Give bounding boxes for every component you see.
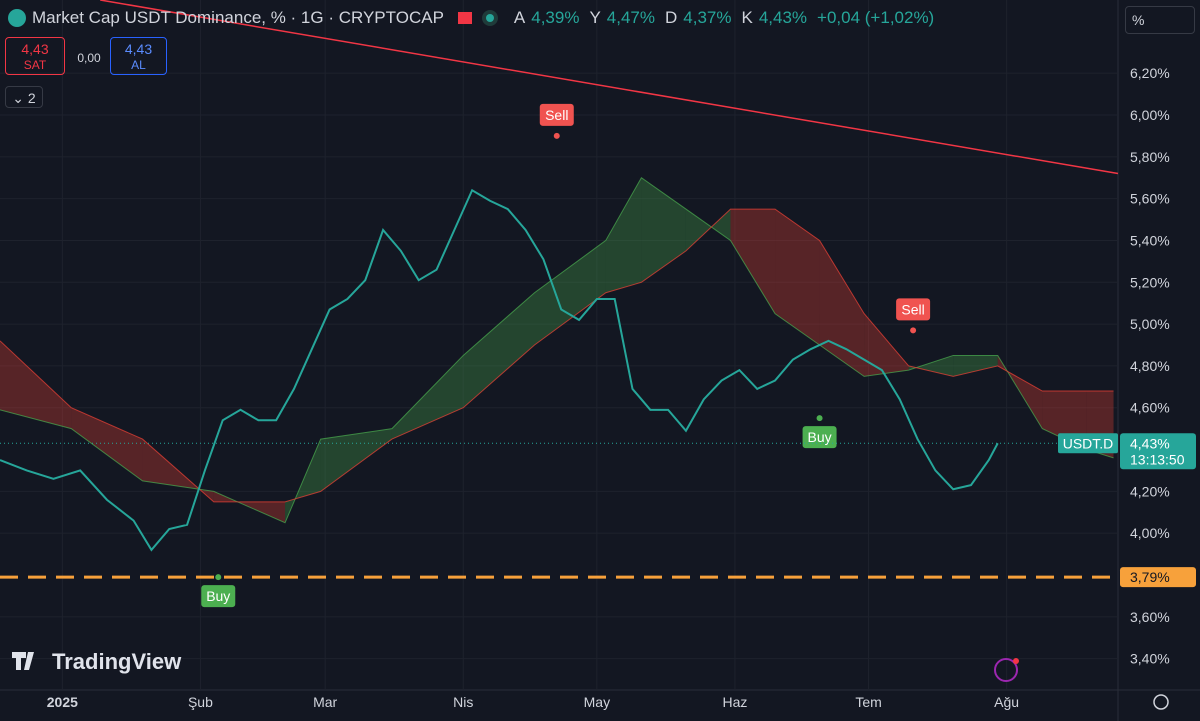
signal-point [215, 574, 222, 581]
signal-point [553, 132, 560, 139]
level-tag [1120, 567, 1196, 588]
tradingview-logo: TradingView [12, 649, 182, 674]
x-tick-label: Ağu [994, 694, 1019, 710]
cloud-segment [641, 177, 686, 283]
ohlc-key: Y [589, 8, 601, 27]
y-tick-label: 5,80% [1130, 149, 1170, 165]
cloud-segment [463, 292, 535, 408]
y-tick-label: 5,60% [1130, 191, 1170, 207]
signal-point [910, 327, 917, 334]
ohlc-key: D [665, 8, 678, 27]
price-line [0, 188, 999, 552]
y-tick-label: 5,20% [1130, 274, 1170, 290]
status [485, 14, 494, 22]
cloud-segment [775, 209, 820, 345]
cloud-line [0, 208, 1114, 503]
x-tick-label: Şub [188, 694, 213, 710]
y-tick-label: 3,60% [1130, 609, 1170, 625]
price-tag [1120, 433, 1196, 470]
price-label: 4,43% [1130, 435, 1170, 451]
cloud-segment [320, 428, 392, 492]
y-tick-label: 6,20% [1130, 65, 1170, 81]
sell-button[interactable]: 4,43 SAT [5, 37, 65, 75]
countdown: 13:13:50 [1130, 451, 1185, 467]
cloud-segment [864, 313, 909, 377]
ohlc-value: 4,37% [683, 8, 732, 27]
settings-icon[interactable] [1153, 694, 1169, 710]
signal-tag [539, 103, 574, 126]
symbol-tag [1058, 433, 1118, 454]
ohlc-key: K [741, 8, 753, 27]
x-tick-label: Haz [722, 694, 747, 710]
y-tick-label: 4,80% [1130, 358, 1170, 374]
y-tick-label: 4,20% [1130, 483, 1170, 499]
brand: TradingView [52, 649, 182, 674]
cloud-line [0, 177, 1114, 524]
sell-label: SAT [23, 58, 47, 72]
ohlc-value: 4,39% [531, 8, 580, 27]
y-tick-label: 3,40% [1130, 651, 1170, 667]
scale-mode[interactable]: % [1125, 6, 1195, 34]
cloud-segment [0, 340, 72, 429]
x-tick-label: Tem [855, 694, 881, 710]
buy-button[interactable]: 4,43 AL [110, 37, 167, 75]
ohlc-key: A [513, 8, 526, 27]
signal-tag [201, 585, 236, 608]
symbol-title: Market Cap USDT Dominance, % · 1G · CRYP… [32, 8, 444, 27]
alert-icon[interactable] [994, 658, 1018, 682]
signal-label: Sell [545, 107, 568, 123]
signal-label: Sell [901, 301, 924, 317]
ohlc-value: 4,43% [758, 8, 808, 27]
symbol-label: USDT.D [1063, 435, 1114, 451]
trendline [100, 0, 1119, 175]
cloud-segment [953, 355, 998, 377]
y-tick-label: 4,00% [1130, 525, 1170, 541]
cloud-segment [908, 355, 954, 377]
ohlc-value: 4,47% [606, 8, 655, 27]
symbol-icon [8, 9, 26, 27]
indicators-toggle[interactable]: ⌄ 2 [5, 86, 43, 108]
signal-tag [896, 298, 931, 321]
cloud-segment [730, 209, 776, 314]
y-tick-label: 4,60% [1130, 400, 1170, 416]
buy-price: 4,43 [124, 41, 153, 57]
x-tick-label: Mar [313, 694, 337, 710]
y-tick-label: 6,00% [1130, 107, 1170, 123]
x-tick-label: 2025 [47, 694, 78, 710]
cloud-segment [534, 240, 606, 345]
signal-point [816, 415, 823, 422]
buy-label: AL [131, 58, 146, 72]
signal-label: Buy [808, 429, 832, 445]
x-tick-label: May [584, 694, 610, 710]
cloud-segment [391, 355, 464, 440]
sell-price: 4,43 [21, 41, 49, 57]
signal-tag [802, 426, 837, 449]
change: +0,04 (+1,02%) [817, 8, 935, 27]
flag[interactable] [457, 12, 472, 24]
cloud-segment [605, 177, 642, 293]
indicator-count: 2 [27, 90, 36, 106]
signal-label: Buy [206, 588, 230, 604]
alert-dot [1013, 658, 1019, 664]
y-tick-label: 5,40% [1130, 232, 1170, 248]
x-tick-label: Nis [453, 694, 473, 710]
cloud-segment [71, 407, 143, 481]
spread: 0,00 [77, 51, 101, 65]
level-label: 3,79% [1130, 569, 1170, 585]
y-tick-label: 5,00% [1130, 316, 1170, 332]
header: Market Cap USDT Dominance, % · 1G · CRYP… [8, 8, 938, 28]
